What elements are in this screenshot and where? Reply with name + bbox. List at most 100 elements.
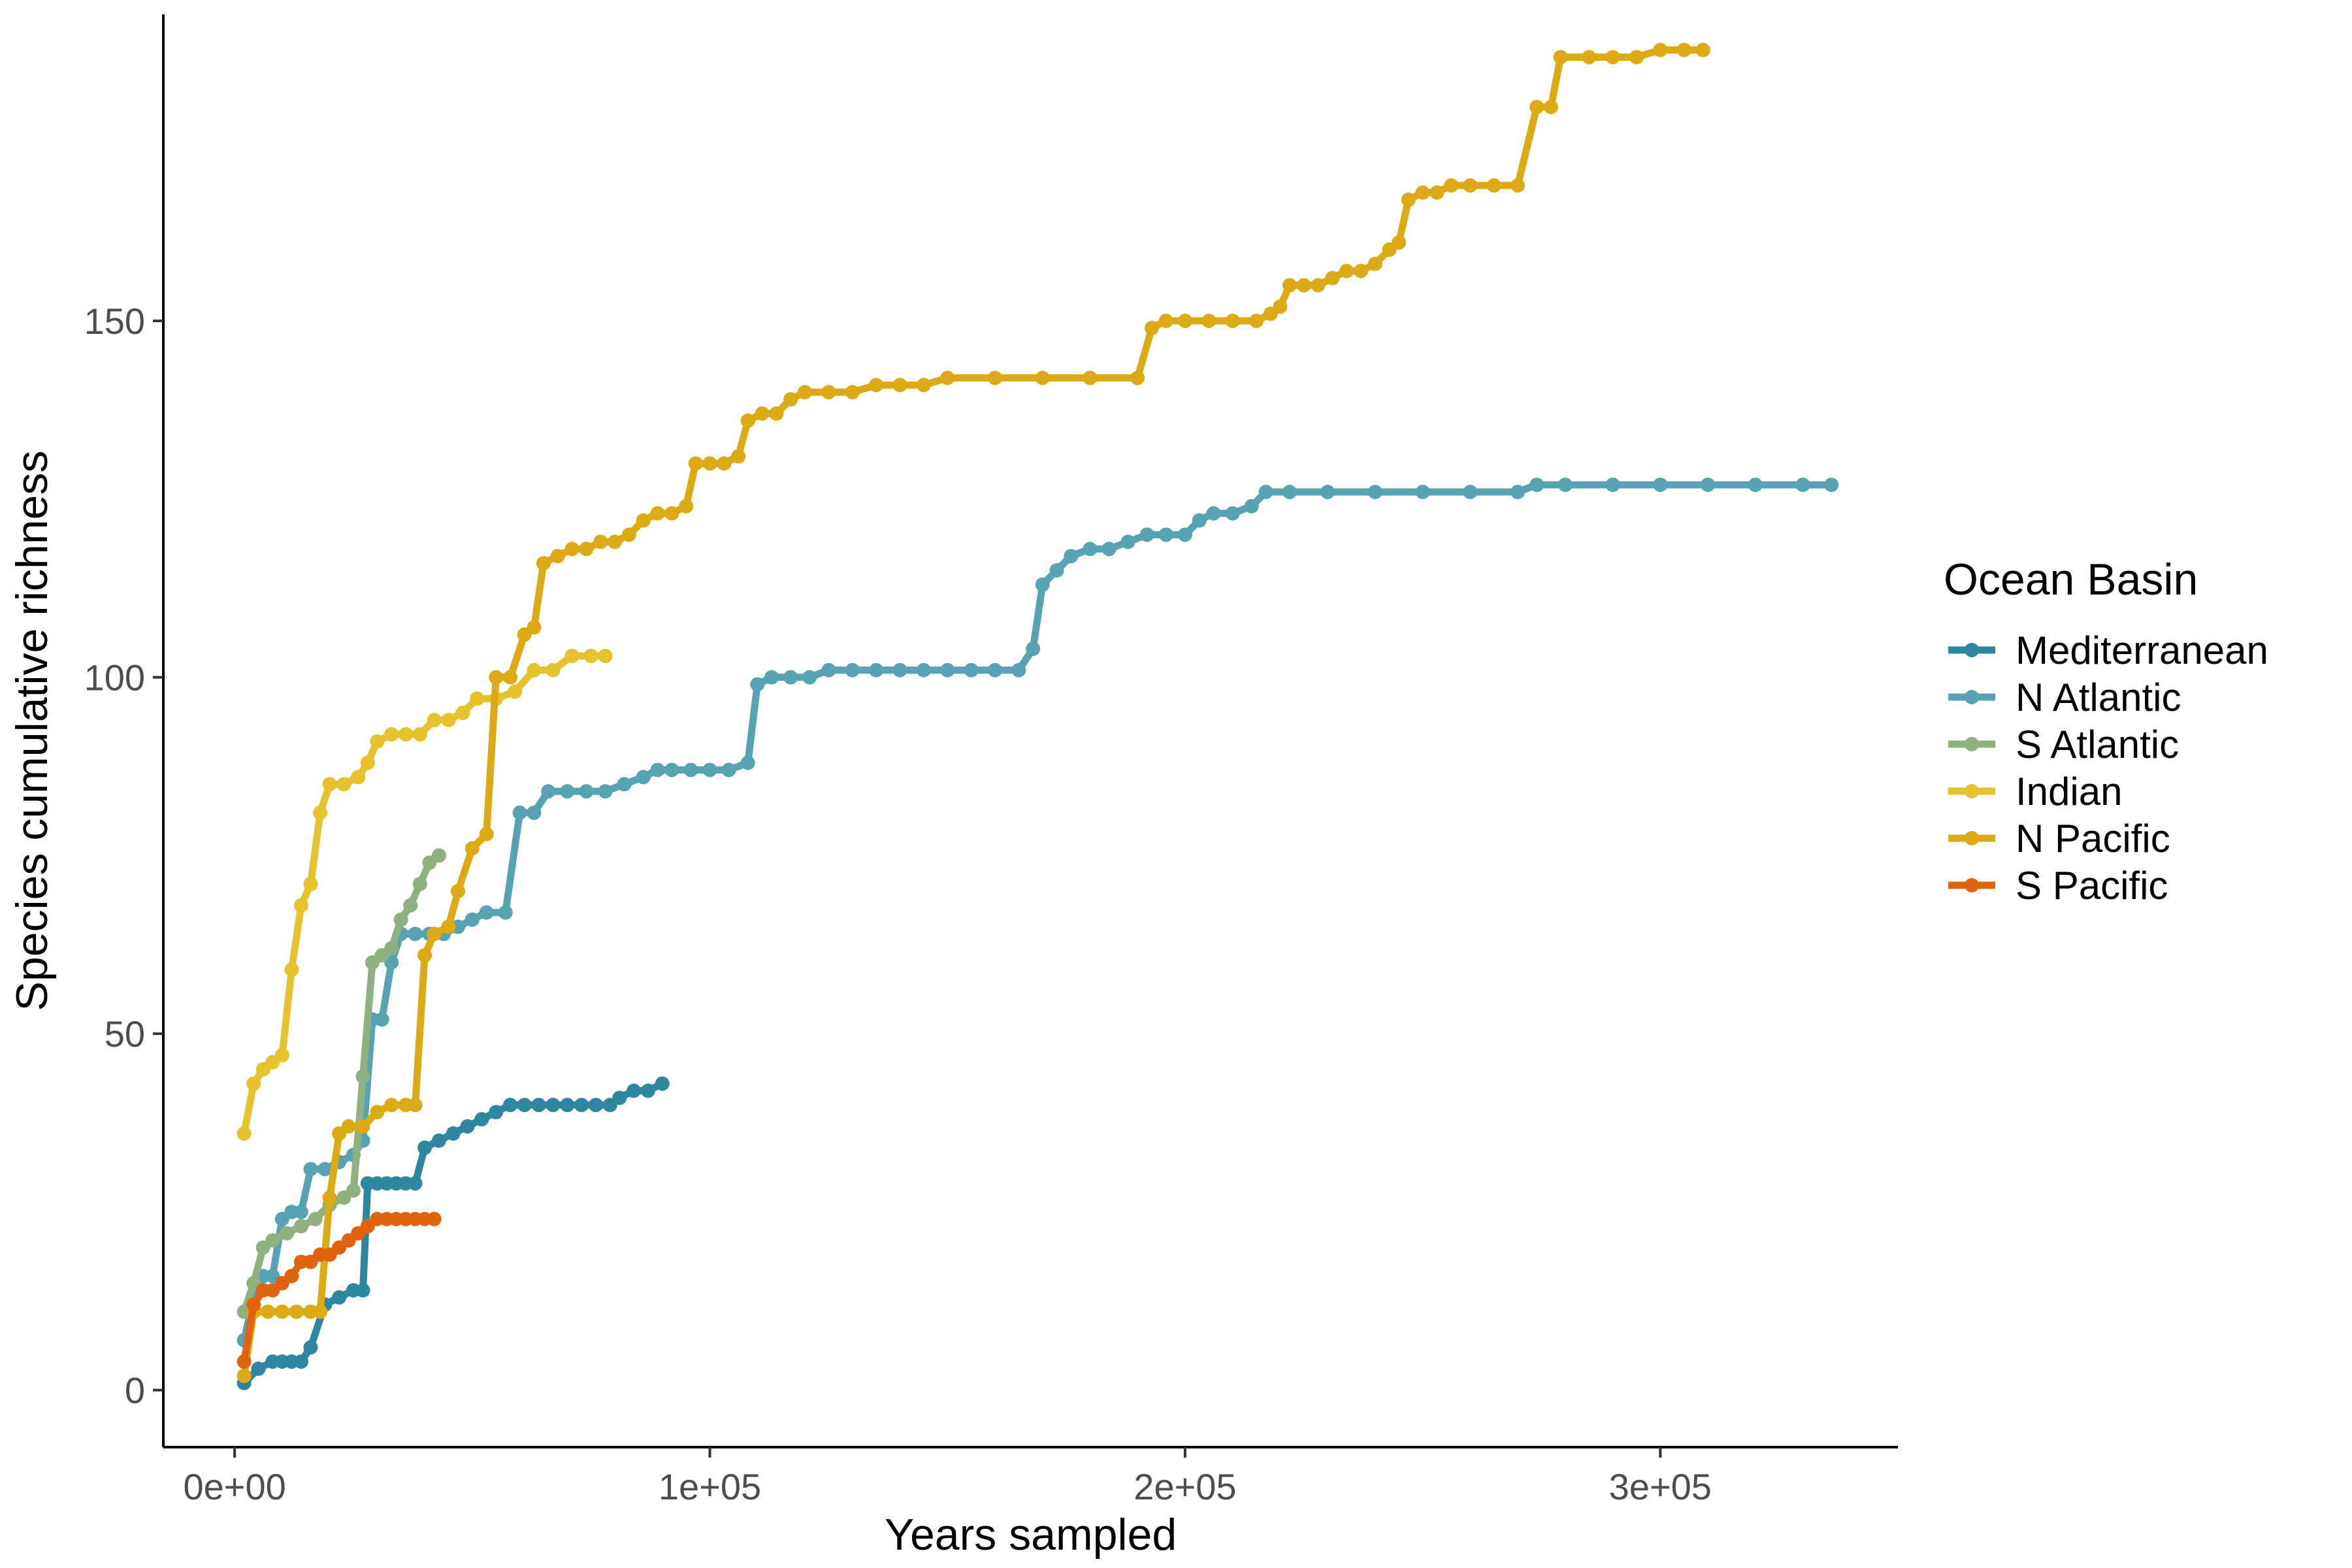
- data-point: [1544, 99, 1558, 114]
- data-point: [783, 392, 798, 407]
- data-point: [237, 1368, 252, 1383]
- data-point: [1225, 314, 1240, 329]
- data-point: [755, 406, 770, 421]
- legend-item: Indian: [1948, 770, 2122, 813]
- data-point: [731, 449, 746, 464]
- data-point: [261, 1304, 276, 1319]
- data-point: [332, 1290, 347, 1305]
- y-tick-label: 50: [105, 1013, 145, 1054]
- data-point: [1249, 314, 1264, 329]
- series-indian: [237, 648, 613, 1141]
- data-point: [412, 727, 427, 742]
- data-point: [802, 670, 817, 685]
- data-point: [650, 762, 665, 777]
- data-point: [546, 1098, 561, 1113]
- axes: [162, 14, 1898, 1448]
- data-point: [465, 912, 480, 927]
- data-point: [636, 770, 651, 785]
- data-point: [431, 1133, 446, 1148]
- data-point: [574, 1098, 589, 1113]
- data-point: [627, 1083, 642, 1098]
- data-point: [664, 762, 679, 777]
- data-point: [550, 549, 565, 564]
- data-point: [655, 1076, 670, 1091]
- x-axis-ticks: 0e+00 1e+05 2e+05 3e+05: [183, 1447, 1712, 1507]
- data-point: [640, 1083, 655, 1098]
- data-point: [1605, 478, 1620, 493]
- data-point: [608, 534, 623, 549]
- data-point: [783, 670, 798, 685]
- data-point: [598, 648, 613, 663]
- y-tick-label: 100: [84, 657, 145, 698]
- data-point: [702, 456, 717, 471]
- legend-key-point: [1965, 878, 1979, 892]
- legend-label: N Atlantic: [2016, 676, 2181, 719]
- data-point: [1206, 506, 1221, 521]
- data-point: [916, 378, 931, 393]
- data-point: [702, 762, 717, 777]
- data-point: [508, 684, 523, 699]
- data-point: [1192, 513, 1207, 528]
- legend-item: S Atlantic: [1948, 723, 2179, 766]
- data-point: [679, 498, 694, 514]
- data-point: [916, 662, 931, 678]
- plot-area: [237, 42, 1839, 1390]
- data-point: [274, 1047, 289, 1062]
- data-point: [489, 1105, 504, 1120]
- data-point: [303, 1162, 318, 1177]
- data-point: [683, 762, 698, 777]
- data-point: [1282, 278, 1297, 293]
- data-point: [1367, 256, 1382, 271]
- data-point: [1083, 370, 1098, 385]
- data-point: [417, 948, 433, 963]
- data-point: [845, 385, 860, 400]
- data-point: [313, 1304, 328, 1319]
- data-point: [408, 926, 423, 941]
- data-point: [417, 1140, 433, 1155]
- data-point: [527, 620, 542, 635]
- data-point: [1444, 178, 1459, 193]
- data-point: [598, 784, 613, 799]
- data-point: [750, 677, 765, 692]
- data-point: [593, 534, 608, 549]
- data-point: [1511, 485, 1526, 499]
- data-point: [318, 1162, 333, 1177]
- data-point: [1158, 314, 1173, 329]
- data-point: [1011, 662, 1026, 678]
- legend-key-point: [1965, 784, 1979, 798]
- data-point: [398, 727, 413, 742]
- data-point: [1339, 263, 1354, 278]
- data-point: [1392, 235, 1407, 250]
- data-point: [351, 770, 366, 785]
- data-point: [280, 1226, 295, 1241]
- data-point: [1320, 485, 1335, 499]
- data-point: [579, 542, 594, 557]
- data-point: [892, 662, 907, 678]
- data-point: [427, 713, 442, 728]
- data-point: [370, 734, 385, 749]
- data-point: [583, 648, 598, 663]
- data-point: [564, 648, 580, 663]
- data-point: [1130, 370, 1145, 385]
- data-point: [579, 784, 594, 799]
- data-point: [1824, 478, 1839, 493]
- data-point: [740, 755, 755, 770]
- data-point: [664, 506, 679, 521]
- data-point: [1035, 577, 1050, 592]
- data-point: [1486, 178, 1501, 193]
- data-point: [940, 662, 955, 678]
- data-point: [384, 1098, 399, 1113]
- data-point: [355, 1069, 370, 1084]
- legend-key-point: [1965, 643, 1979, 657]
- data-point: [408, 1176, 423, 1191]
- data-point: [403, 898, 418, 913]
- data-point: [293, 898, 308, 913]
- data-point: [869, 662, 884, 678]
- data-point: [246, 1076, 261, 1091]
- data-point: [1653, 42, 1668, 57]
- data-point: [1244, 498, 1259, 514]
- data-point: [274, 1304, 289, 1319]
- data-point: [527, 662, 542, 678]
